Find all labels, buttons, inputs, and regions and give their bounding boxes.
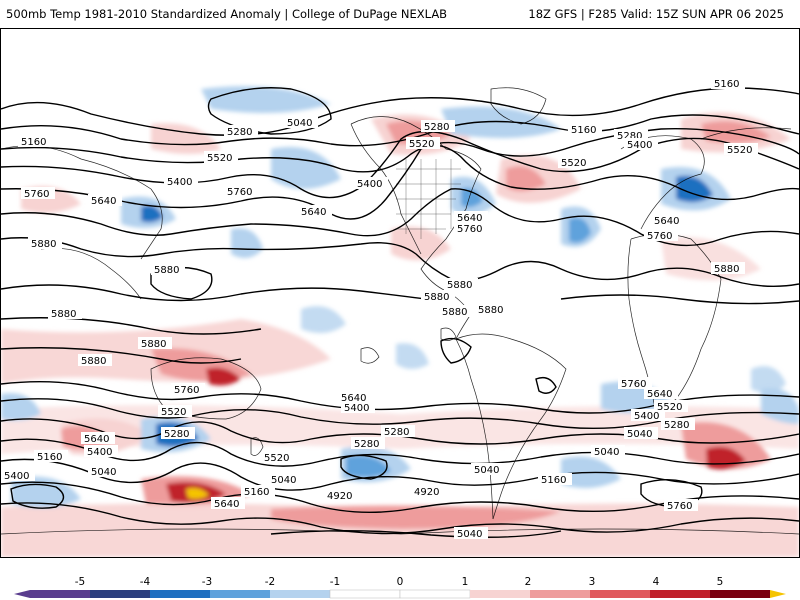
contour-label: 5280 (384, 427, 409, 438)
colorbar-label: -5 (74, 576, 86, 588)
contour-label: 5160 (37, 452, 62, 463)
contour-label: 5880 (442, 307, 467, 318)
contour-label: 5160 (541, 475, 566, 486)
contour-label: 5040 (457, 529, 482, 540)
colorbar-segment (650, 590, 710, 598)
contour-label: 5520 (409, 139, 434, 150)
contour-label: 5760 (174, 385, 199, 396)
contour-label: 5040 (594, 447, 619, 458)
contour-label: 5400 (87, 447, 112, 458)
map-title: 500mb Temp 1981-2010 Standardized Anomal… (6, 7, 448, 21)
model-valid-time: 18Z GFS | F285 Valid: 15Z SUN APR 06 202… (528, 7, 784, 21)
contour-label: 5640 (301, 207, 326, 218)
contour-label: 5880 (81, 356, 106, 367)
contour-label: 5280 (617, 131, 642, 142)
colorbar-segment (90, 590, 150, 598)
colorbar-label: 5 (716, 576, 724, 588)
colorbar-high-arrow (770, 590, 786, 598)
colorbar-label: 3 (588, 576, 596, 588)
colorbar-label: -3 (201, 576, 213, 588)
contour-labels: 5160 5280 5040 5160 5520 5400 5760 5640 … (1, 77, 758, 540)
colorbar-low-arrow (14, 590, 30, 598)
contour-label: 5400 (634, 411, 659, 422)
contour-label: 5520 (264, 453, 289, 464)
contour-label: 5880 (31, 239, 56, 250)
contour-label: 5040 (474, 465, 499, 476)
contour-label: 5880 (478, 305, 503, 316)
colorbar-segment (270, 590, 330, 598)
contour-label: 5640 (341, 393, 366, 404)
contour-label: 5880 (424, 292, 449, 303)
anomaly-shading (1, 86, 799, 557)
contour-label: 5040 (271, 475, 296, 486)
contour-label: 5520 (657, 402, 682, 413)
colorbar-label: 1 (461, 576, 469, 588)
contour-label: 5280 (164, 429, 189, 440)
contour-label: 5160 (571, 125, 596, 136)
contour-label: 5400 (167, 177, 192, 188)
colorbar-segment (399, 589, 471, 599)
contour-label: 5640 (654, 216, 679, 227)
height-contours (1, 87, 799, 538)
contour-label: 5880 (51, 309, 76, 320)
colorbar-label: -2 (264, 576, 276, 588)
contour-label: 5760 (647, 231, 672, 242)
colorbar-segment (30, 590, 90, 598)
colorbar-strip (14, 589, 786, 599)
contour-label: 4920 (414, 487, 439, 498)
contour-label: 5640 (457, 213, 482, 224)
contour-label: 5760 (24, 189, 49, 200)
contour-label: 5040 (287, 118, 312, 129)
contour-label: 5880 (141, 339, 166, 350)
map-frame: 5160 5280 5040 5160 5520 5400 5760 5640 … (0, 28, 800, 558)
title-bar: 500mb Temp 1981-2010 Standardized Anomal… (0, 0, 800, 28)
colorbar-segment (590, 590, 650, 598)
contour-label: 5400 (357, 179, 382, 190)
colorbar-segment (329, 589, 401, 599)
contour-label: 5160 (714, 79, 739, 90)
contour-label: 5280 (227, 127, 252, 138)
anomaly-map: 5160 5280 5040 5160 5520 5400 5760 5640 … (1, 77, 799, 557)
colorbar-segment (210, 590, 270, 598)
colorbar-segment (150, 590, 210, 598)
contour-label: 5520 (561, 158, 586, 169)
contour-label: 5640 (214, 499, 239, 510)
contour-label: 5880 (447, 280, 472, 291)
contour-label: 5040 (91, 467, 116, 478)
contour-label: 5400 (627, 140, 652, 151)
colorbar: -5 -4 -3 -2 -1 0 1 2 3 4 5 (0, 570, 800, 600)
contour-label: 5280 (354, 439, 379, 450)
contour-label: 5880 (714, 264, 739, 275)
contour-label: 5760 (227, 187, 252, 198)
contour-label: 5640 (84, 434, 109, 445)
contour-label: 5400 (4, 471, 29, 482)
political-boundaries (396, 159, 461, 239)
contour-label: 5760 (457, 224, 482, 235)
colorbar-label: -4 (139, 576, 151, 588)
contour-label: 5520 (727, 145, 752, 156)
contour-label: 5760 (621, 379, 646, 390)
contour-label: 5760 (667, 501, 692, 512)
colorbar-label: 0 (396, 576, 404, 588)
contour-label: 5640 (91, 196, 116, 207)
contour-label: 5040 (627, 429, 652, 440)
contour-label: 4920 (327, 491, 352, 502)
contour-label: 5160 (244, 487, 269, 498)
contour-label: 5280 (424, 122, 449, 133)
colorbar-segment (710, 590, 770, 598)
colorbar-segment (470, 590, 530, 598)
colorbar-label: 4 (652, 576, 660, 588)
contour-label: 5520 (207, 153, 232, 164)
contour-label: 5400 (344, 403, 369, 414)
contour-label: 5160 (21, 137, 46, 148)
colorbar-segment (530, 590, 590, 598)
contour-label: 5640 (647, 389, 672, 400)
contour-label: 5280 (664, 420, 689, 431)
contour-label: 5880 (154, 265, 179, 276)
colorbar-label: 2 (524, 576, 532, 588)
colorbar-label: -1 (329, 576, 341, 588)
contour-label: 5520 (161, 407, 186, 418)
